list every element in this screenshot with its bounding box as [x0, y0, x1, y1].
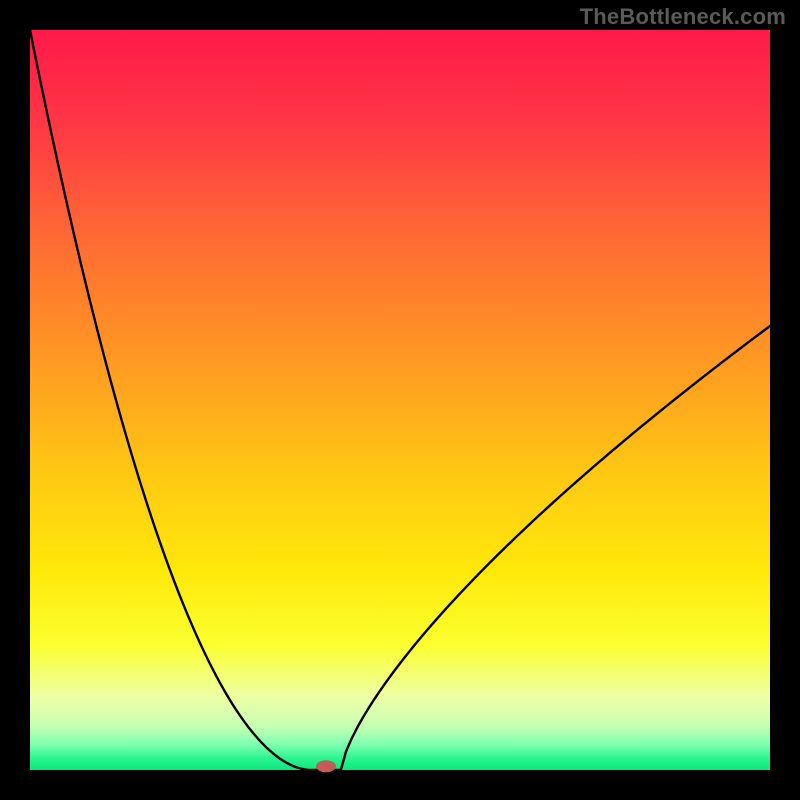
optimum-marker — [316, 760, 336, 772]
bottleneck-chart — [0, 0, 800, 800]
chart-plot-area — [30, 30, 770, 770]
watermark-text: TheBottleneck.com — [580, 4, 786, 30]
